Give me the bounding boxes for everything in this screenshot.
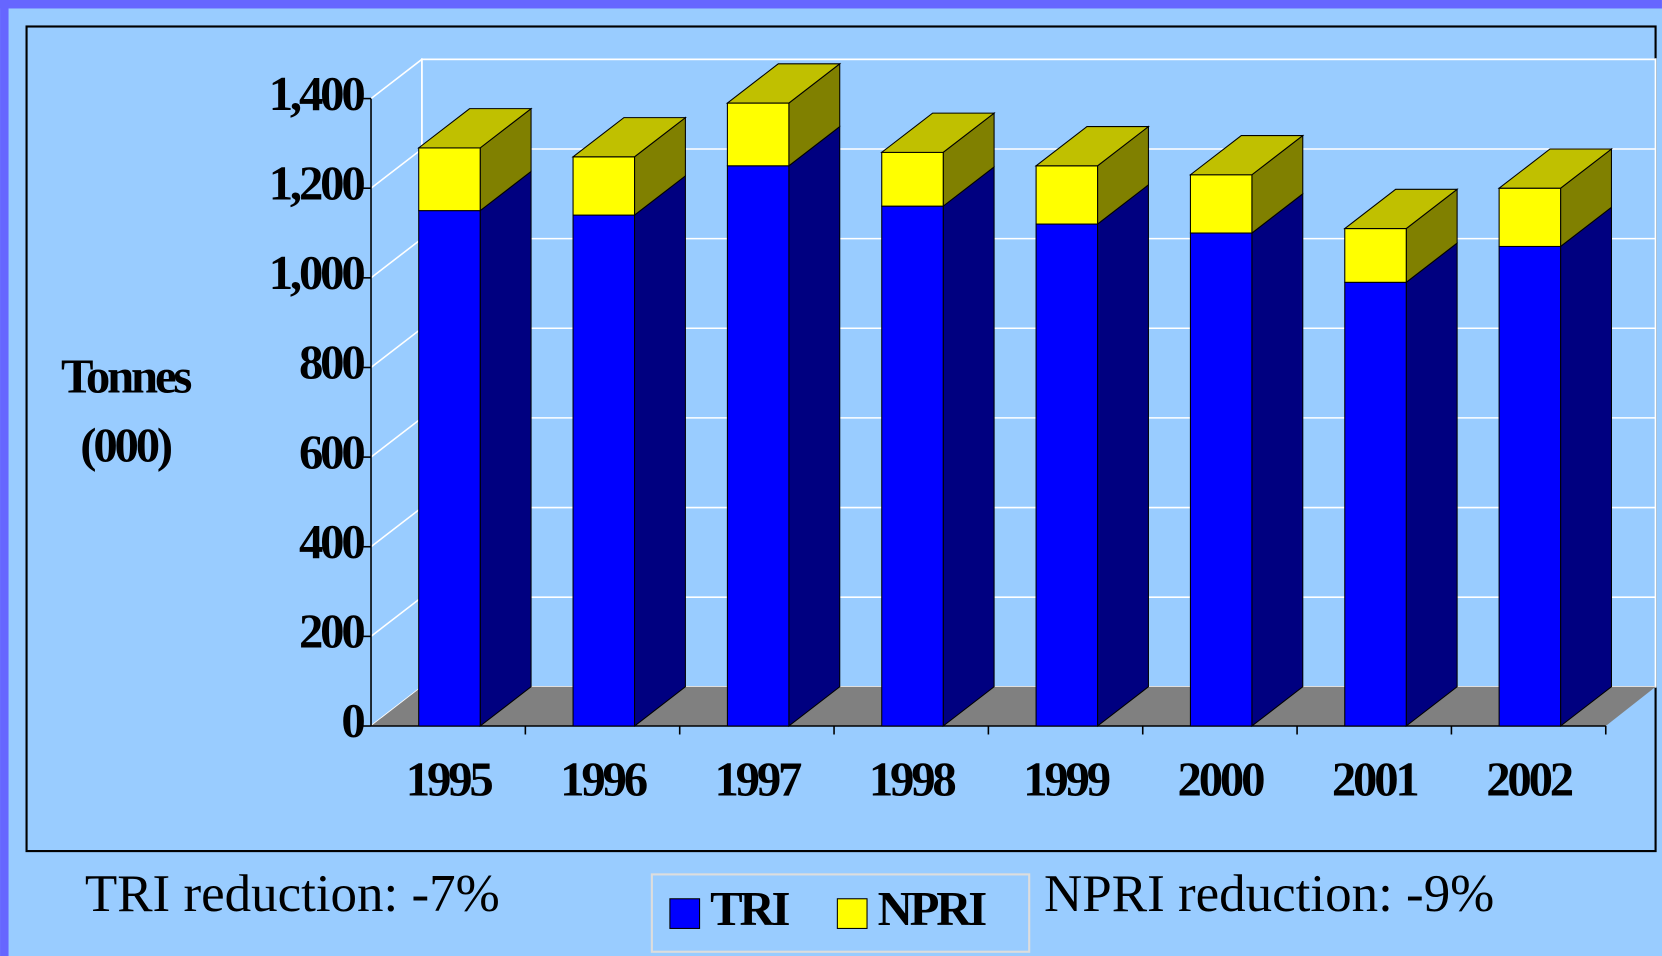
bar-side: [1097, 183, 1149, 728]
bar: [572, 156, 636, 216]
y-tick-label: 800: [299, 336, 364, 390]
bar: [1035, 223, 1099, 727]
x-tick-label: 2001: [1332, 752, 1418, 806]
legend-box: [650, 873, 1031, 953]
x-tick-label: 1999: [1023, 752, 1110, 806]
bar-side: [1405, 242, 1458, 728]
annotation: TRI reduction: -7%: [85, 865, 500, 923]
annotation: NPRI reduction: -9%: [1044, 865, 1494, 923]
y-axis-label: Tonnes (000): [61, 350, 191, 473]
bar: [1498, 187, 1562, 247]
y-tick-label: 400: [299, 515, 364, 569]
bar-top: [1188, 135, 1305, 176]
bar: [726, 102, 790, 167]
bar-top: [880, 112, 996, 153]
bar: [726, 165, 790, 727]
bar-side: [633, 174, 686, 728]
bar-side: [1560, 206, 1612, 728]
bar: [1498, 245, 1562, 727]
bar: [1189, 232, 1253, 727]
bar-top: [1497, 148, 1614, 189]
y-tick-label: 200: [299, 605, 364, 659]
x-tick-label: 1996: [560, 752, 647, 806]
bar-side: [788, 125, 841, 728]
x-tick-label: 2002: [1486, 752, 1573, 806]
bar-side: [1251, 192, 1304, 728]
y-tick-label: 600: [299, 425, 364, 479]
bar: [1344, 228, 1407, 283]
x-tick-label: 1995: [406, 752, 493, 806]
y-tick-label: 1,400: [269, 67, 365, 121]
bar: [418, 147, 481, 212]
legend-swatch: [669, 898, 701, 929]
bar: [1344, 281, 1407, 727]
bar-top: [1343, 188, 1459, 230]
y-tick-label: 0: [341, 694, 364, 748]
x-tick-label: 1998: [869, 752, 956, 806]
grid-line: [370, 58, 1656, 100]
legend-label: NPRI: [878, 882, 987, 936]
bar-top: [417, 108, 533, 149]
bar-top: [1034, 126, 1150, 167]
bar: [881, 205, 944, 727]
frame-left: [0, 0, 9, 956]
legend: TRI NPRI: [669, 882, 989, 936]
bar: [572, 214, 636, 727]
plot: 0 200 400 600 800 1,000 1,200 1,400 1995 1996 1997…: [269, 58, 1657, 806]
bar-top: [725, 63, 842, 104]
bar: [1189, 174, 1253, 234]
frame-top: [0, 0, 1662, 9]
x-tick-label: 1997: [714, 752, 802, 806]
x-tick-label: 2000: [1178, 752, 1265, 806]
bar-side: [479, 170, 532, 728]
legend-label: TRI: [710, 882, 789, 936]
bar-top: [571, 117, 687, 158]
y-tick-label: 1,200: [269, 156, 365, 210]
bar-side: [942, 165, 995, 728]
floor: [371, 686, 1656, 727]
bar: [1035, 165, 1099, 225]
bar: [881, 151, 944, 207]
legend-swatch: [836, 898, 868, 929]
y-tick-label: 1,000: [269, 246, 365, 300]
bar: [418, 210, 481, 727]
